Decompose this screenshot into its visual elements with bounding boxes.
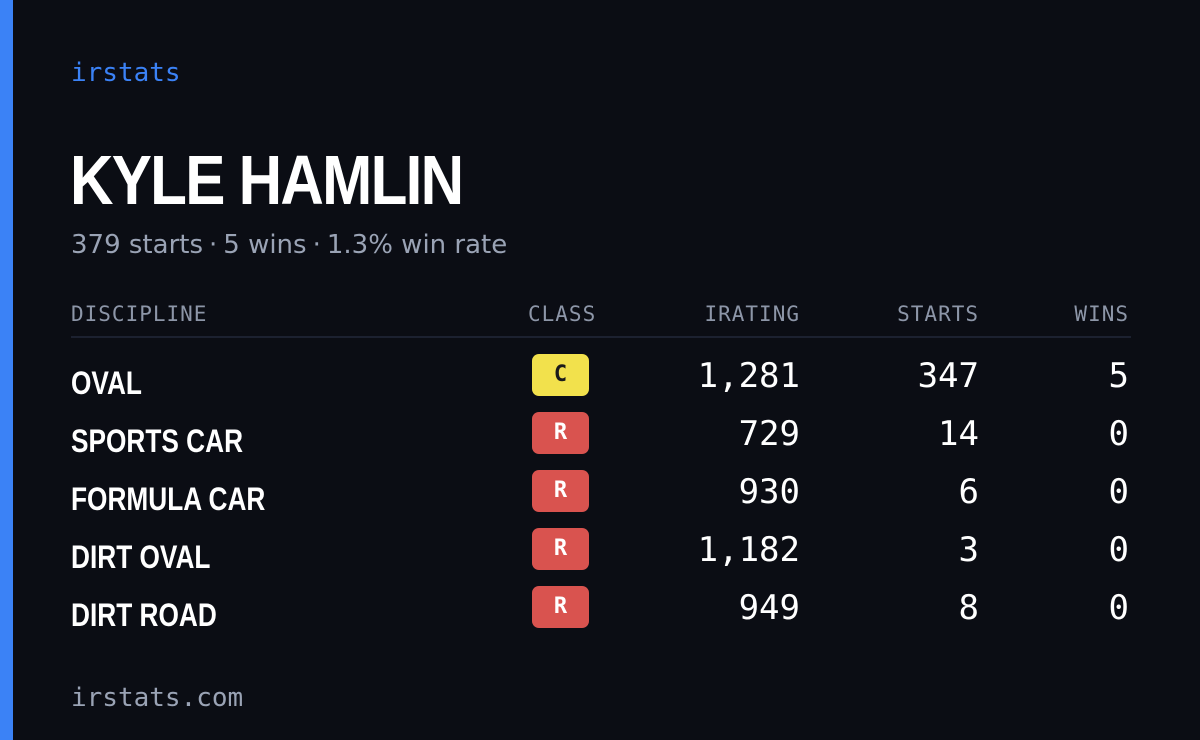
player-name: KYLE HAMLIN <box>70 141 464 219</box>
header-class: CLASS <box>528 302 597 326</box>
discipline-name: DIRT ROAD <box>71 597 217 633</box>
discipline-table: DISCIPLINE CLASS IRATING STARTS WINS OVA… <box>71 296 1131 644</box>
starts-summary: 379 starts <box>71 230 203 260</box>
irating-value: 729 <box>738 414 800 454</box>
header-irating: IRATING <box>704 302 800 326</box>
license-class-badge: R <box>532 470 589 512</box>
starts-value: 8 <box>958 588 979 628</box>
irating-value: 930 <box>738 472 800 512</box>
table-row: DIRT OVAL R 1,182 3 0 <box>71 528 1131 586</box>
irating-value: 1,281 <box>697 356 800 396</box>
table-row: SPORTS CAR R 729 14 0 <box>71 412 1131 470</box>
wins-summary: 5 wins <box>223 230 307 260</box>
discipline-name: SPORTS CAR <box>71 423 244 459</box>
license-class-badge: C <box>532 354 589 396</box>
brand-logo: irstats <box>71 58 181 88</box>
irating-value: 949 <box>738 588 800 628</box>
table-body: OVAL C 1,281 347 5 SPORTS CAR R 729 14 0… <box>71 354 1131 644</box>
wins-value: 0 <box>1108 588 1129 628</box>
win-rate-summary: 1.3% win rate <box>326 230 508 260</box>
accent-bar <box>0 0 13 740</box>
summary-separator: · <box>312 230 321 260</box>
header-starts: STARTS <box>897 302 979 326</box>
starts-value: 3 <box>958 530 979 570</box>
starts-value: 6 <box>958 472 979 512</box>
starts-value: 347 <box>917 356 979 396</box>
wins-value: 0 <box>1108 472 1129 512</box>
license-class-badge: R <box>532 412 589 454</box>
table-row: OVAL C 1,281 347 5 <box>71 354 1131 412</box>
table-header: DISCIPLINE CLASS IRATING STARTS WINS <box>71 296 1131 338</box>
header-wins: WINS <box>1074 302 1129 326</box>
table-row: FORMULA CAR R 930 6 0 <box>71 470 1131 528</box>
starts-value: 14 <box>938 414 979 454</box>
table-row: DIRT ROAD R 949 8 0 <box>71 586 1131 644</box>
wins-value: 0 <box>1108 530 1129 570</box>
header-discipline: DISCIPLINE <box>71 302 208 326</box>
license-class-badge: R <box>532 586 589 628</box>
irating-value: 1,182 <box>697 530 800 570</box>
wins-value: 0 <box>1108 414 1129 454</box>
wins-value: 5 <box>1108 356 1129 396</box>
license-class-badge: R <box>532 528 589 570</box>
summary-separator: · <box>209 230 218 260</box>
discipline-name: FORMULA CAR <box>71 481 266 517</box>
player-summary: 379 starts · 5 wins · 1.3% win rate <box>71 228 507 262</box>
discipline-name: OVAL <box>71 365 142 401</box>
discipline-name: DIRT OVAL <box>71 539 211 575</box>
footer-url[interactable]: irstats.com <box>71 683 244 713</box>
